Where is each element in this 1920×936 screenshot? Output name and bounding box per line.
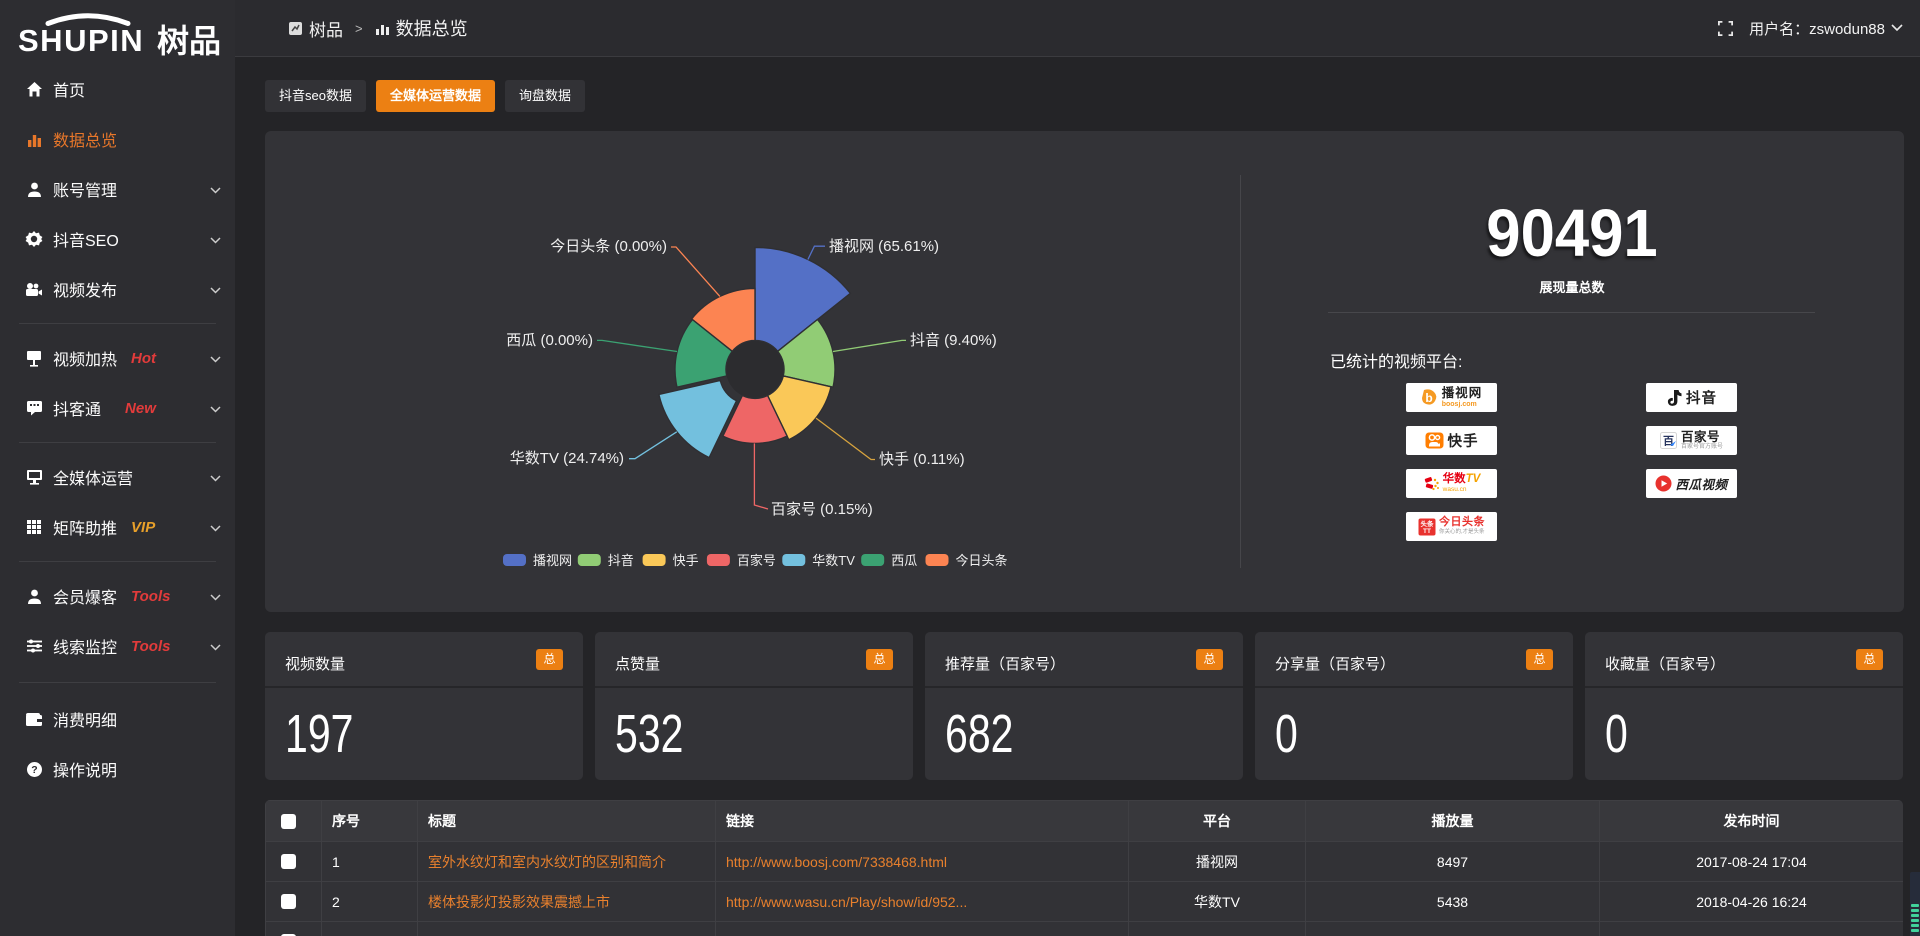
svg-text:华数TV: 华数TV <box>812 553 855 568</box>
svg-text:头条: 头条 <box>1421 519 1435 528</box>
svg-text:快手: 快手 <box>673 553 699 568</box>
svg-text:百: 百 <box>1663 435 1674 448</box>
svg-text:华数TV (24.74%): 华数TV (24.74%) <box>510 450 624 467</box>
svg-text:?: ? <box>31 764 37 776</box>
svg-text:播视网 (65.61%): 播视网 (65.61%) <box>829 238 939 255</box>
svg-text:百家号 (0.15%): 百家号 (0.15%) <box>771 501 873 518</box>
svg-text:抖音 (9.40%): 抖音 (9.40%) <box>910 332 997 349</box>
svg-text:SHUPIN: SHUPIN <box>18 23 144 58</box>
svg-text:快手 (0.11%): 快手 (0.11%) <box>879 451 965 468</box>
svg-text:西瓜: 西瓜 <box>891 553 917 568</box>
svg-text:b: b <box>1425 391 1432 405</box>
svg-text:树品: 树品 <box>157 23 221 58</box>
svg-text:今日头条: 今日头条 <box>956 553 1008 568</box>
svg-text:抖音: 抖音 <box>608 553 634 568</box>
svg-text:今日头条 (0.00%): 今日头条 (0.00%) <box>550 238 667 255</box>
svg-text:TT: TT <box>1423 528 1431 535</box>
svg-text:播视网: 播视网 <box>533 553 572 568</box>
svg-text:西瓜 (0.00%): 西瓜 (0.00%) <box>506 332 593 349</box>
svg-text:百家号: 百家号 <box>737 553 776 568</box>
